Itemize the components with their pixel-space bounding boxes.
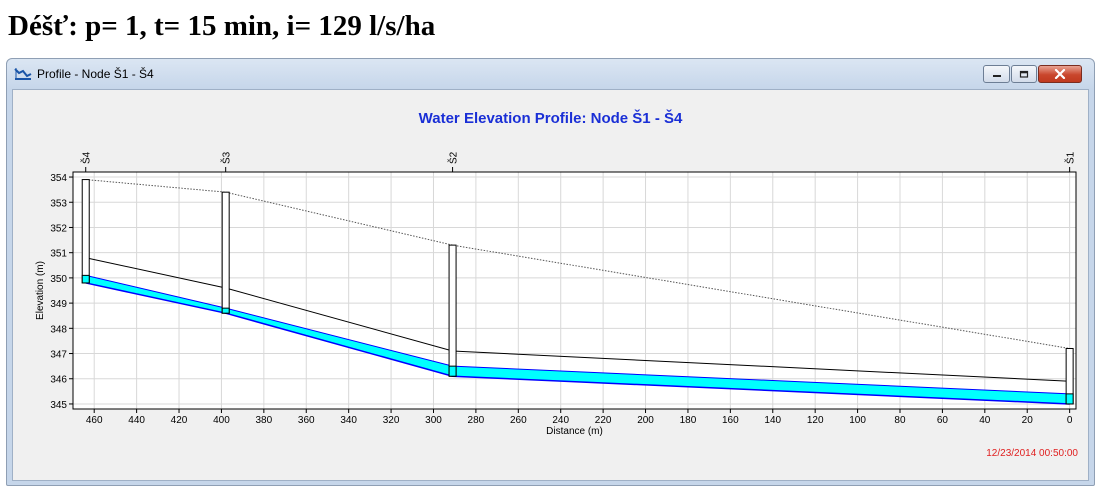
close-icon: [1054, 69, 1066, 79]
x-tick-label: 180: [680, 415, 697, 426]
chart-area: Water Elevation Profile: Node Š1 - Š4 46…: [12, 89, 1089, 481]
y-tick-label: 351: [50, 249, 67, 260]
profile-window: Profile - Node Š1 - Š4 Water Elevation P…: [6, 58, 1095, 486]
profile-chart: 460 440 420 400 380 360 340 320 300 280 260 240 220 2…: [35, 151, 1077, 437]
y-tick-label: 354: [50, 173, 67, 184]
minimize-button[interactable]: [983, 65, 1010, 83]
window-title-bar[interactable]: Profile - Node Š1 - Š4: [7, 59, 1094, 89]
water-surface-area: [85, 275, 1070, 404]
y-tick-label: 347: [50, 350, 67, 361]
x-tick-label: 340: [340, 415, 357, 426]
y-tick-label: 349: [50, 299, 67, 310]
conduit-crown-line: [85, 257, 1070, 382]
manhole-water: [1065, 393, 1074, 405]
water-level-line: [85, 274, 1070, 395]
manhole-shaft: [221, 191, 230, 314]
x-tick-label: 120: [807, 415, 824, 426]
close-button[interactable]: [1038, 65, 1082, 83]
x-tick-label: 140: [764, 415, 781, 426]
x-tick-label: 420: [171, 415, 188, 426]
x-tick-label: 300: [425, 415, 442, 426]
conduit-invert-line: [85, 282, 1070, 405]
manhole-water: [221, 307, 230, 314]
x-tick-label: 160: [722, 415, 739, 426]
y-tick-label: 352: [50, 223, 67, 234]
x-tick-label: 360: [298, 415, 315, 426]
x-tick-label: 200: [637, 415, 654, 426]
node-label: Š4: [80, 151, 93, 164]
y-tick-label: 350: [50, 274, 67, 285]
x-tick-label: 60: [937, 415, 949, 426]
y-tick-label: 353: [50, 198, 67, 209]
manhole-shaft: [448, 244, 457, 377]
x-tick-label: 280: [468, 415, 485, 426]
x-tick-label: 400: [213, 415, 230, 426]
x-tick-label: 100: [849, 415, 866, 426]
x-tick-label: 380: [256, 415, 273, 426]
x-tick-label: 0: [1067, 415, 1073, 426]
y-tick-label: 345: [50, 400, 67, 411]
node-label: Š3: [220, 151, 233, 164]
x-axis-title: Distance (m): [546, 426, 603, 437]
ground-surface-line: [85, 179, 1070, 349]
y-tick-label: 348: [50, 324, 67, 335]
simulation-timestamp: 12/23/2014 00:50:00: [986, 448, 1078, 459]
x-tick-label: 80: [894, 415, 906, 426]
x-tick-label: 20: [1022, 415, 1034, 426]
x-tick-label: 260: [510, 415, 527, 426]
manhole-shaft: [81, 179, 90, 284]
x-tick-label: 240: [552, 415, 569, 426]
x-tick-label: 40: [979, 415, 991, 426]
plot-border: [72, 171, 1077, 410]
x-tick-label: 440: [128, 415, 145, 426]
manhole-water: [81, 274, 90, 284]
node-label: Š1: [1064, 151, 1077, 164]
x-tick-label: 460: [86, 415, 103, 426]
y-axis-title: Elevation (m): [35, 261, 46, 320]
maximize-button[interactable]: [1011, 65, 1037, 83]
chart-title: Water Elevation Profile: Node Š1 - Š4: [418, 110, 683, 127]
x-tick-label: 220: [595, 415, 612, 426]
manhole-water: [448, 365, 457, 377]
node-label: Š2: [447, 151, 460, 164]
y-tick-label: 346: [50, 375, 67, 386]
profile-chart-icon: [14, 68, 32, 80]
rain-parameters-heading: Déšť: p= 1, t= 15 min, i= 129 l/s/ha: [8, 10, 436, 42]
maximize-icon: [1019, 70, 1029, 78]
window-title: Profile - Node Š1 - Š4: [37, 67, 154, 81]
x-tick-label: 320: [383, 415, 400, 426]
plot-background: [73, 172, 1076, 409]
minimize-icon: [992, 75, 1001, 77]
